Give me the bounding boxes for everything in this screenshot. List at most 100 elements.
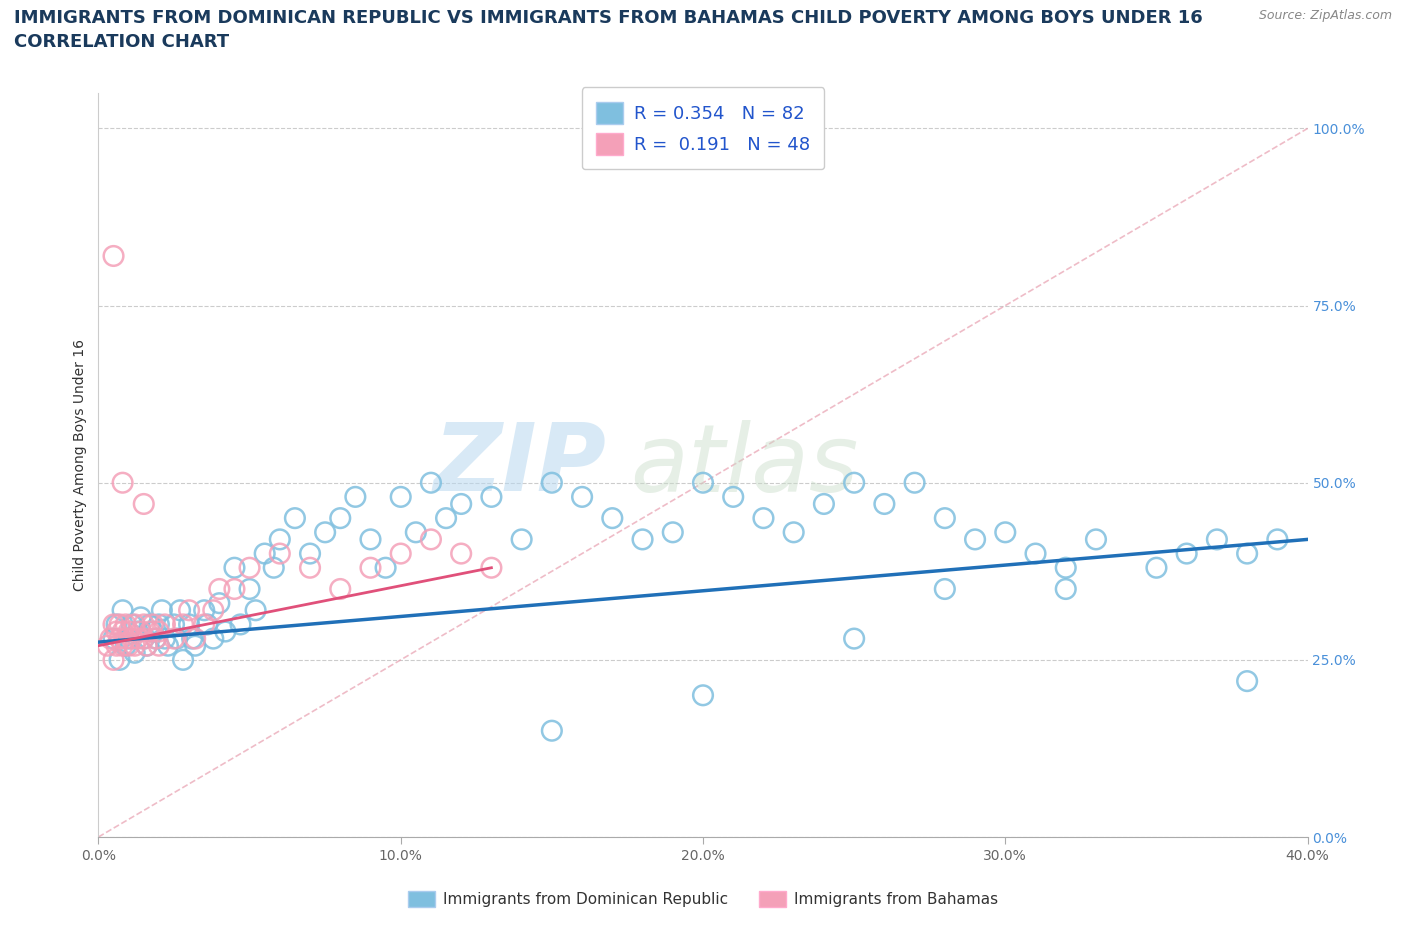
Point: [692, 688, 714, 703]
Point: [208, 596, 231, 611]
Point: [752, 511, 775, 525]
Point: [195, 617, 218, 631]
Point: [481, 560, 503, 575]
Point: [1267, 532, 1289, 547]
Point: [224, 560, 246, 575]
Point: [239, 560, 262, 575]
Text: atlas: atlas: [630, 419, 859, 511]
Point: [118, 631, 141, 646]
Text: Source: ZipAtlas.com: Source: ZipAtlas.com: [1258, 9, 1392, 22]
Point: [184, 638, 207, 653]
Point: [434, 511, 457, 525]
Point: [314, 525, 336, 539]
Point: [132, 631, 155, 646]
Point: [118, 624, 141, 639]
Point: [124, 617, 146, 631]
Point: [873, 497, 896, 512]
Point: [118, 638, 141, 653]
Point: [389, 546, 412, 561]
Point: [114, 617, 136, 631]
Point: [208, 581, 231, 596]
Point: [1236, 673, 1258, 688]
Point: [224, 581, 246, 596]
Point: [420, 475, 443, 490]
Point: [202, 631, 225, 646]
Point: [135, 638, 157, 653]
Point: [108, 653, 131, 668]
Point: [121, 631, 143, 646]
Point: [229, 617, 252, 631]
Point: [132, 617, 155, 631]
Point: [540, 475, 562, 490]
Point: [111, 475, 134, 490]
Point: [253, 546, 276, 561]
Point: [360, 560, 382, 575]
Point: [269, 546, 291, 561]
Point: [179, 617, 201, 631]
Point: [139, 617, 162, 631]
Point: [329, 581, 352, 596]
Point: [510, 532, 533, 547]
Point: [1206, 532, 1229, 547]
Point: [129, 610, 152, 625]
Point: [153, 617, 176, 631]
Point: [105, 638, 128, 653]
Point: [142, 617, 165, 631]
Text: IMMIGRANTS FROM DOMINICAN REPUBLIC VS IMMIGRANTS FROM BAHAMAS CHILD POVERTY AMON: IMMIGRANTS FROM DOMINICAN REPUBLIC VS IM…: [14, 9, 1202, 27]
Point: [299, 546, 322, 561]
Y-axis label: Child Poverty Among Boys Under 16: Child Poverty Among Boys Under 16: [73, 339, 87, 591]
Point: [405, 525, 427, 539]
Point: [105, 624, 128, 639]
Point: [571, 489, 593, 504]
Point: [692, 475, 714, 490]
Point: [111, 638, 134, 653]
Point: [284, 511, 307, 525]
Text: CORRELATION CHART: CORRELATION CHART: [14, 33, 229, 50]
Point: [172, 653, 194, 668]
Point: [114, 638, 136, 653]
Point: [156, 638, 179, 653]
Point: [1054, 560, 1077, 575]
Point: [163, 631, 186, 646]
Point: [844, 631, 866, 646]
Point: [169, 603, 191, 618]
Point: [1054, 581, 1077, 596]
Point: [139, 624, 162, 639]
Point: [179, 603, 201, 618]
Point: [934, 581, 956, 596]
Point: [127, 631, 149, 646]
Point: [153, 631, 176, 646]
Point: [263, 560, 285, 575]
Point: [124, 638, 146, 653]
Point: [103, 248, 125, 263]
Point: [111, 624, 134, 639]
Point: [965, 532, 987, 547]
Point: [163, 617, 186, 631]
Point: [145, 631, 167, 646]
Point: [145, 631, 167, 646]
Point: [142, 624, 165, 639]
Point: [124, 645, 146, 660]
Point: [96, 638, 118, 653]
Point: [239, 581, 262, 596]
Point: [108, 631, 131, 646]
Legend: R = 0.354   N = 82, R =  0.191   N = 48: R = 0.354 N = 82, R = 0.191 N = 48: [582, 87, 824, 169]
Point: [108, 617, 131, 631]
Point: [934, 511, 956, 525]
Point: [193, 617, 215, 631]
Point: [904, 475, 927, 490]
Point: [661, 525, 683, 539]
Point: [121, 617, 143, 631]
Point: [103, 653, 125, 668]
Point: [299, 560, 322, 575]
Point: [374, 560, 396, 575]
Point: [329, 511, 352, 525]
Point: [844, 475, 866, 490]
Point: [100, 631, 122, 646]
Point: [245, 603, 267, 618]
Point: [148, 638, 170, 653]
Point: [111, 603, 134, 618]
Point: [150, 603, 173, 618]
Point: [132, 497, 155, 512]
Point: [344, 489, 367, 504]
